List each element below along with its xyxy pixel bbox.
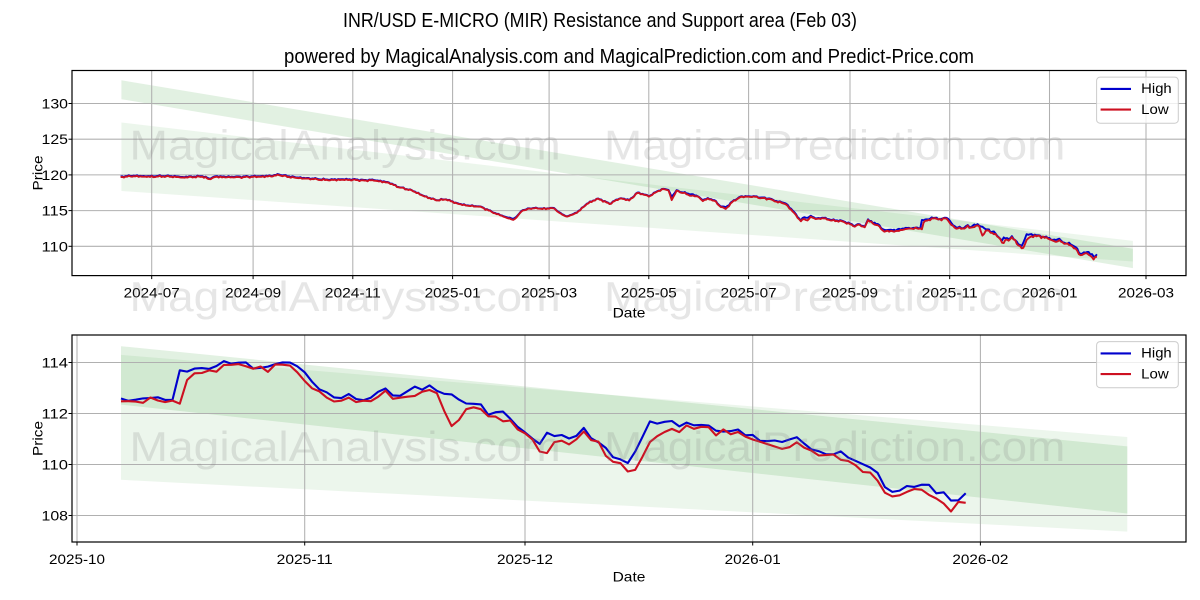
- svg-text:2026-01: 2026-01: [1022, 285, 1078, 301]
- svg-text:2026-01: 2026-01: [725, 551, 781, 567]
- svg-text:MagicalPrediction.com: MagicalPrediction.com: [604, 122, 1065, 169]
- svg-text:110: 110: [42, 238, 69, 254]
- svg-text:MagicalAnalysis.com: MagicalAnalysis.com: [130, 423, 561, 470]
- svg-text:108: 108: [42, 508, 69, 524]
- svg-text:High: High: [1141, 80, 1172, 96]
- svg-text:2026-03: 2026-03: [1118, 285, 1174, 301]
- svg-text:2025-07: 2025-07: [721, 285, 777, 301]
- svg-text:112: 112: [42, 406, 69, 422]
- svg-text:Low: Low: [1141, 365, 1169, 381]
- svg-text:INR/USD E-MICRO (MIR) Resistan: INR/USD E-MICRO (MIR) Resistance and Sup…: [343, 10, 857, 32]
- svg-text:2025-11: 2025-11: [277, 551, 333, 567]
- svg-text:2026-02: 2026-02: [952, 551, 1008, 567]
- svg-text:MagicalAnalysis.com: MagicalAnalysis.com: [130, 122, 561, 169]
- svg-text:MagicalPrediction.com: MagicalPrediction.com: [604, 273, 1065, 320]
- svg-text:Date: Date: [613, 569, 646, 585]
- svg-text:2025-11: 2025-11: [922, 285, 978, 301]
- svg-text:2025-05: 2025-05: [621, 285, 677, 301]
- svg-text:2024-07: 2024-07: [124, 285, 180, 301]
- svg-text:2024-09: 2024-09: [225, 285, 281, 301]
- svg-text:114: 114: [42, 355, 69, 371]
- svg-text:MagicalPrediction.com: MagicalPrediction.com: [604, 423, 1065, 470]
- svg-text:130: 130: [42, 96, 69, 112]
- svg-text:High: High: [1141, 345, 1172, 361]
- svg-text:2025-12: 2025-12: [497, 551, 553, 567]
- svg-text:Price: Price: [30, 155, 46, 190]
- svg-text:powered by MagicalAnalysis.com: powered by MagicalAnalysis.com and Magic…: [284, 46, 974, 68]
- svg-text:Price: Price: [30, 421, 46, 456]
- svg-text:120: 120: [42, 167, 69, 183]
- svg-text:MagicalAnalysis.com: MagicalAnalysis.com: [130, 273, 561, 320]
- svg-text:2025-09: 2025-09: [822, 285, 878, 301]
- svg-text:2025-10: 2025-10: [49, 551, 105, 567]
- svg-text:115: 115: [42, 203, 69, 219]
- svg-text:110: 110: [42, 457, 69, 473]
- svg-text:Date: Date: [613, 305, 646, 321]
- svg-text:2025-03: 2025-03: [521, 285, 577, 301]
- svg-text:125: 125: [42, 131, 69, 147]
- svg-text:2024-11: 2024-11: [325, 285, 381, 301]
- svg-text:2025-01: 2025-01: [425, 285, 481, 301]
- svg-text:Low: Low: [1141, 101, 1169, 117]
